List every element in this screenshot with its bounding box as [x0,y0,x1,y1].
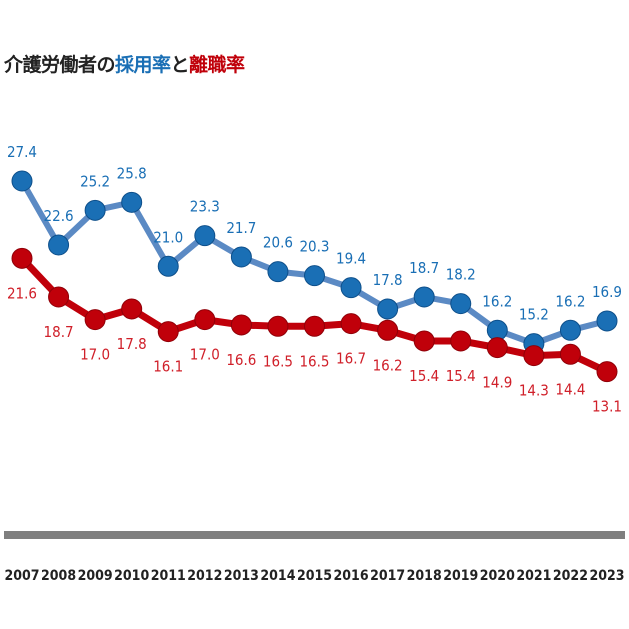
chart-title: 介護労働者の採用率と離職率 [4,50,245,77]
x-tick-label-2016: 2016 [334,568,369,584]
point-leave-2018 [413,330,435,352]
data-label-leave-2010: 17.8 [117,335,147,353]
data-label-leave-2012: 17.0 [190,346,220,364]
x-tick-label-2009: 2009 [78,568,113,584]
x-tick-label-2021: 2021 [516,568,551,584]
x-tick-label-2019: 2019 [443,568,478,584]
point-hire-2017 [377,298,399,320]
data-label-hire-2012: 23.3 [190,198,220,216]
point-hire-2011 [157,255,179,277]
data-label-leave-2013: 16.6 [226,351,256,369]
data-label-leave-2018: 15.4 [409,367,439,385]
data-label-leave-2008: 18.7 [44,323,74,341]
series-leave [11,247,618,383]
x-tick-label-2015: 2015 [297,568,332,584]
data-label-hire-2011: 21.0 [153,228,183,246]
data-label-hire-2009: 25.2 [80,172,110,190]
data-label-hire-2007: 27.4 [7,143,37,161]
x-tick-label-2013: 2013 [224,568,259,584]
x-tick-label-2010: 2010 [114,568,149,584]
x-tick-label-2012: 2012 [187,568,222,584]
x-tick-label-2018: 2018 [407,568,442,584]
data-label-leave-2020: 14.9 [482,374,512,392]
point-leave-2007 [11,247,33,269]
data-label-leave-2014: 16.5 [263,352,293,370]
data-label-hire-2017: 17.8 [373,271,403,289]
point-leave-2012 [194,309,216,331]
point-leave-2019 [450,330,472,352]
point-leave-2016 [340,313,362,335]
point-hire-2008 [48,234,70,256]
data-label-leave-2019: 15.4 [446,367,476,385]
data-label-hire-2010: 25.8 [117,164,147,182]
point-leave-2023 [596,361,618,383]
data-label-hire-2022: 16.2 [555,292,585,310]
x-tick-label-2023: 2023 [589,568,624,584]
x-tick-label-2014: 2014 [260,568,295,584]
data-label-leave-2023: 13.1 [592,398,622,416]
x-tick-label-2008: 2008 [41,568,76,584]
point-hire-2012 [194,225,216,247]
data-label-leave-2009: 17.0 [80,346,110,364]
x-tick-label-2011: 2011 [151,568,186,584]
point-hire-2015 [304,265,325,287]
data-label-hire-2018: 18.7 [409,259,439,277]
title-prefix: 介護労働者の [4,54,116,76]
point-leave-2020 [486,337,508,359]
point-hire-2022 [559,319,581,341]
point-hire-2009 [84,199,106,221]
data-label-leave-2017: 16.2 [373,356,403,374]
point-hire-2007 [11,170,33,192]
data-label-leave-2016: 16.7 [336,350,366,368]
point-leave-2008 [48,286,70,308]
point-leave-2017 [377,319,399,341]
point-leave-2022 [559,343,581,365]
point-leave-2011 [157,321,179,343]
data-label-hire-2019: 18.2 [446,266,476,284]
point-hire-2013 [230,246,252,268]
title-conjunction: と [170,54,190,76]
data-label-leave-2011: 16.1 [153,358,183,376]
point-leave-2013 [230,314,252,336]
point-leave-2009 [84,309,106,331]
title-leave-rate: 離職率 [189,54,245,76]
data-label-hire-2008: 22.6 [44,207,74,225]
point-hire-2019 [450,293,472,315]
title-hire-rate: 採用率 [115,54,171,76]
x-tick-label-2020: 2020 [480,568,515,584]
data-label-hire-2015: 20.3 [299,238,329,256]
data-label-leave-2015: 16.5 [299,352,329,370]
data-label-hire-2016: 19.4 [336,250,366,268]
data-label-hire-2013: 21.7 [226,219,256,237]
x-tick-label-2007: 2007 [4,568,39,584]
point-hire-2023 [596,310,618,332]
point-hire-2018 [413,286,435,308]
data-label-leave-2022: 14.4 [555,380,585,398]
data-label-leave-2007: 21.6 [7,284,37,302]
data-label-hire-2023: 16.9 [592,283,622,301]
series-hire [11,170,618,355]
data-label-hire-2021: 15.2 [519,306,549,324]
data-label-hire-2020: 16.2 [482,292,512,310]
point-leave-2010 [121,298,143,320]
point-hire-2010 [121,191,143,213]
point-hire-2016 [340,277,362,299]
data-label-hire-2014: 20.6 [263,234,293,252]
x-tick-label-2022: 2022 [553,568,588,584]
point-leave-2015 [304,315,325,337]
data-label-leave-2021: 14.3 [519,382,549,400]
x-tick-label-2017: 2017 [370,568,405,584]
point-leave-2021 [523,345,545,367]
point-hire-2014 [267,261,289,283]
point-leave-2014 [267,315,289,337]
